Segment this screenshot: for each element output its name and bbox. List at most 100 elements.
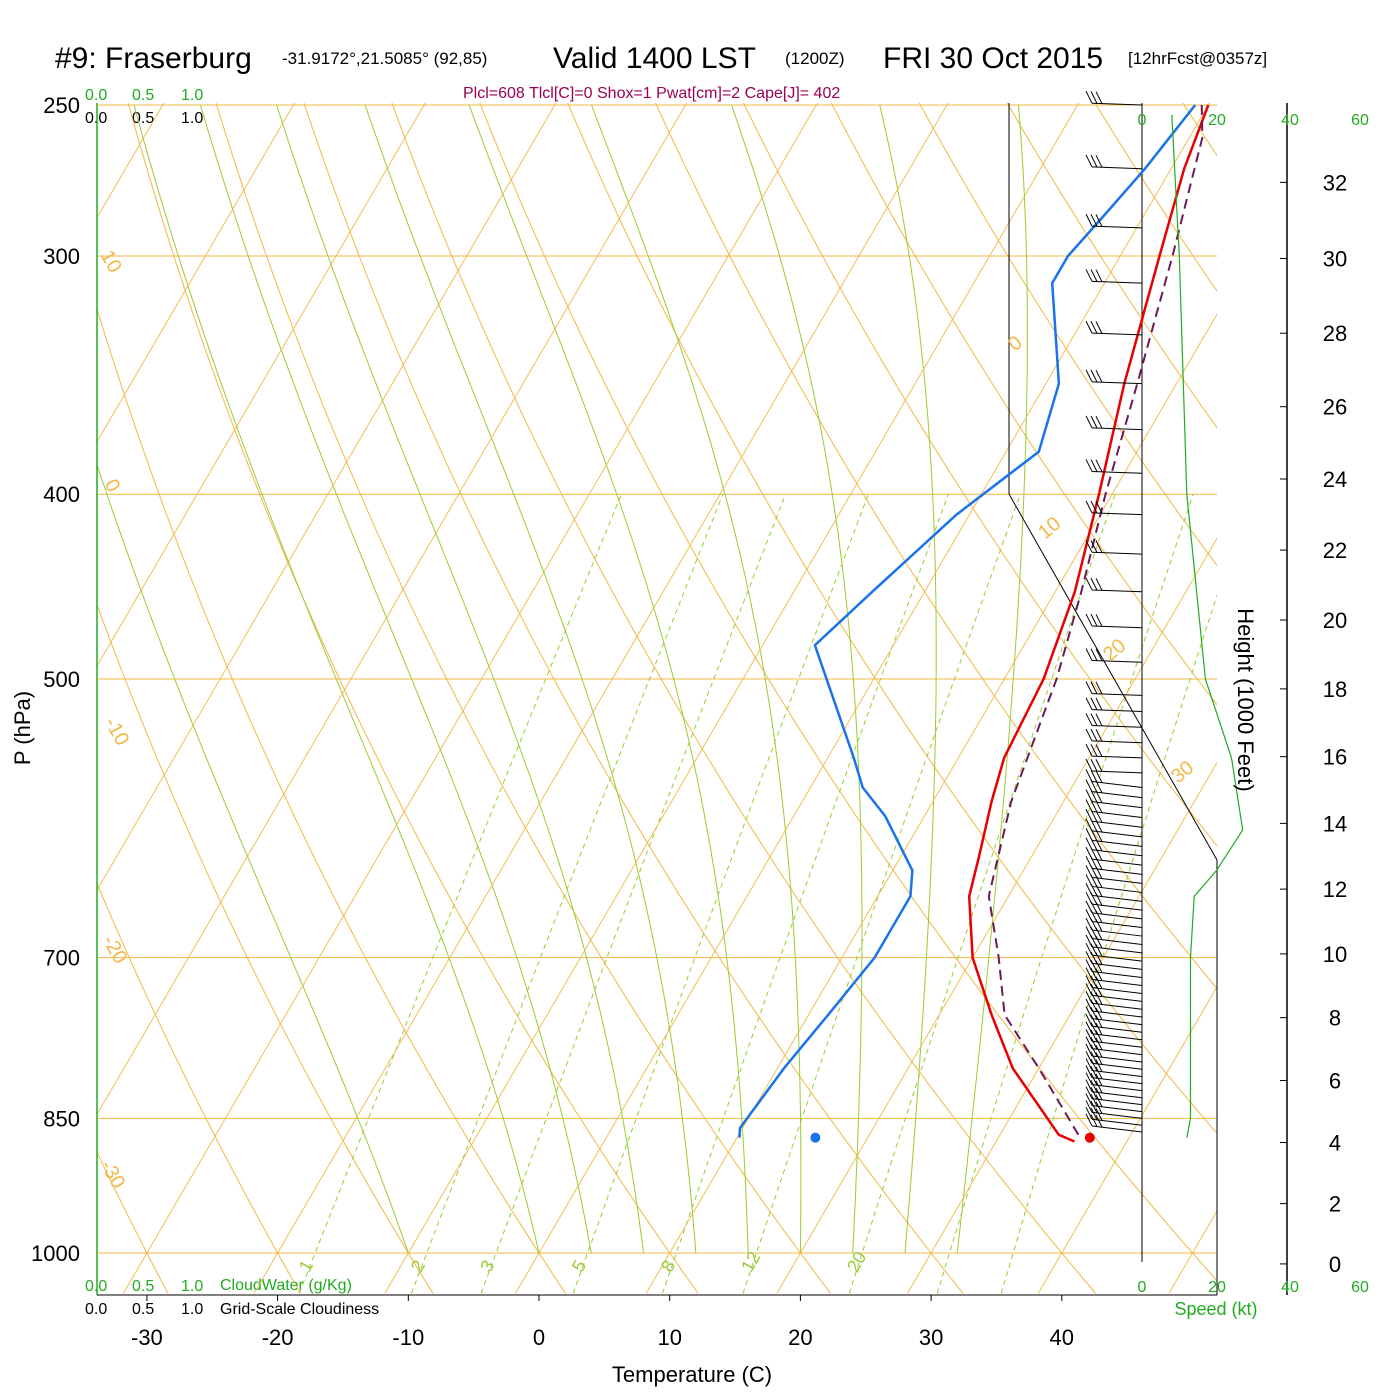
cloud-scale-top-black-2: 1.0: [181, 110, 203, 127]
wind-barb-flag: [1095, 992, 1103, 1005]
wind-barb-flag: [1095, 1101, 1103, 1114]
dry-adiabat-line: [479, 103, 1217, 1282]
moist-adiabat-line: [97, 463, 409, 1254]
wind-barb-flag: [1090, 1107, 1098, 1121]
wind-barb-flag: [1090, 1114, 1098, 1127]
wind-barb-flag: [1085, 779, 1093, 792]
dry-adiabat-label: -30: [96, 1157, 130, 1193]
dry-adiabat-line: [97, 882, 301, 1294]
wind-barb-flag: [1090, 799, 1098, 813]
wind-barb: [1091, 979, 1143, 987]
wind-barb-flag: [1090, 1087, 1098, 1100]
sounding-series: [738, 104, 1210, 1143]
mixing-ratio-line: [298, 494, 622, 1294]
cloud-scale-bottom-black-2: 1.0: [181, 1301, 203, 1318]
speed-axis-top: 0 20 40 60: [1138, 112, 1369, 129]
cloud-scale-top-green-2: 1.0: [181, 87, 203, 104]
temperature-tick-label: 0: [533, 1325, 545, 1350]
mixing-ratio-line: [936, 494, 1194, 1294]
wind-barb: [1091, 381, 1143, 385]
wind-barb-flag: [1090, 369, 1098, 383]
isotherm-line: [1300, 71, 1400, 1293]
height-tick-label: 20: [1323, 608, 1347, 633]
wind-barb-flag: [1095, 927, 1103, 940]
wind-barb-flag: [1095, 1044, 1103, 1058]
dry-adiabat-line: [97, 603, 434, 1294]
moist-adiabat-line: [879, 104, 937, 1254]
wind-barb: [1091, 1084, 1143, 1092]
temperature-tick-label: -20: [262, 1325, 294, 1350]
wind-barb: [1091, 894, 1143, 902]
wind-barb-flag: [1095, 648, 1103, 662]
height-tick-label: 12: [1323, 877, 1347, 902]
mixing-ratio-label: 20: [843, 1248, 870, 1275]
height-tick-label: 28: [1323, 321, 1347, 346]
pressure-axis: 250 300 400 500 700 850 1000: [31, 93, 80, 1266]
cloud-scale-bottom-black-1: 0.5: [132, 1301, 154, 1318]
wind-barb: [1091, 1062, 1143, 1070]
height-tick-label: 8: [1329, 1006, 1341, 1031]
wind-barb: [1091, 929, 1143, 937]
wind-barb-flag: [1085, 415, 1093, 429]
height-tick-label: 10: [1323, 942, 1347, 967]
isotherm-line: [384, 103, 1080, 1294]
dry-adiabat-line: [215, 103, 831, 1294]
wind-barb-flag: [1095, 1087, 1103, 1101]
wind-barb-flag: [1095, 1022, 1103, 1036]
height-tick-label: 14: [1323, 811, 1347, 836]
wind-barb-flag: [1085, 728, 1093, 742]
wind-barb: [1091, 551, 1143, 555]
wind-barb-flag: [1095, 984, 1103, 997]
wind-barb-flag: [1085, 983, 1093, 996]
wind-barb-flag: [1085, 1014, 1093, 1027]
wind-barb-flag: [1090, 459, 1098, 472]
dry-adiabat-label: 30: [1167, 757, 1198, 788]
wind-barb-flag: [1085, 1086, 1093, 1099]
dry-adiabat-line: [0, 71, 35, 1293]
dry-adiabat-line: [1182, 103, 1217, 157]
wind-barb-flag: [1095, 770, 1103, 783]
cloud-scale-top-green-0: 0.0: [85, 87, 107, 104]
temperature-line: [967, 104, 1210, 1143]
wind-barb-flag: [1095, 500, 1103, 514]
wind-barb-flag: [1095, 976, 1103, 989]
height-tick-label: 4: [1329, 1131, 1341, 1156]
dry-adiabat-label: -20: [98, 932, 132, 968]
wind-barb-flag: [1090, 959, 1098, 973]
wind-barb: [1091, 839, 1143, 847]
isotherm-line: [97, 103, 165, 219]
moist-adiabat-line: [956, 104, 1028, 1254]
wind-barb-flag: [1095, 1059, 1103, 1072]
wind-barb: [1091, 1010, 1143, 1018]
wind-barb-flag: [1095, 1073, 1103, 1087]
wind-barb-flag: [1090, 154, 1098, 168]
wind-barb: [1091, 1111, 1143, 1119]
height-tick-label: 26: [1323, 395, 1347, 420]
isotherm-lines: [97, 71, 1400, 1294]
wind-barb-flag: [1085, 1106, 1093, 1120]
cloud-scale-top: 0.0 0.5 1.0 0.0 0.5 1.0: [85, 87, 203, 127]
cloudiness-label: Grid-Scale Cloudiness: [220, 1301, 379, 1318]
wind-barb-flag: [1095, 744, 1103, 757]
wind-barb-flag: [1095, 369, 1103, 383]
wind-barb: [1091, 1048, 1143, 1056]
wind-barb-flag: [1095, 1030, 1103, 1043]
wind-barb-flag: [1085, 1051, 1093, 1064]
dry-adiabat-line: [127, 103, 699, 1294]
pressure-tick-label: 400: [43, 482, 80, 507]
wind-barb-flag: [1085, 808, 1093, 822]
wind-barb-flag: [1090, 577, 1098, 591]
wind-barb-flag: [1095, 614, 1103, 627]
wind-barb-flag: [1090, 975, 1098, 989]
wind-barb-flag: [1095, 1007, 1103, 1021]
station-name: #9: Fraserburg: [55, 42, 252, 75]
wind-barb-flag: [1085, 959, 1093, 972]
temperature-tick-label: -10: [392, 1325, 424, 1350]
pressure-tick-label: 1000: [31, 1241, 80, 1266]
wind-barb-flag: [1095, 857, 1103, 870]
pressure-tick-label: 500: [43, 667, 80, 692]
wind-barb-flag: [1085, 697, 1093, 710]
wind-barb: [1091, 740, 1143, 744]
wind-barb: [1091, 938, 1143, 946]
